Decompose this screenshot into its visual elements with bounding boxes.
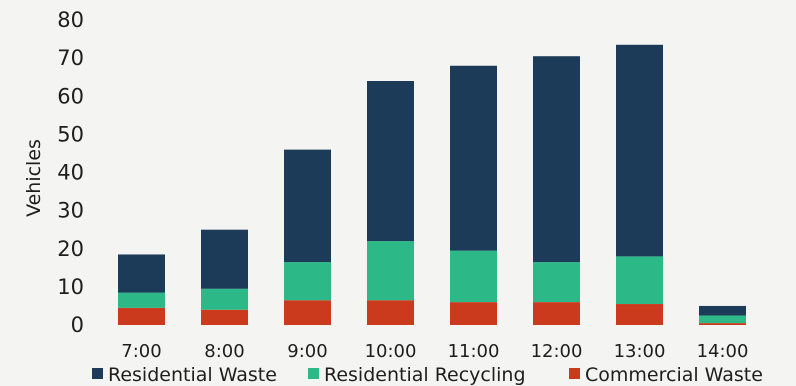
x-tick-label-11-00: 11:00 <box>448 341 500 362</box>
bar-commercial-waste-7-00 <box>118 307 165 325</box>
bar-commercial-waste-9-00 <box>284 300 331 325</box>
bar-residential-recycling-11-00 <box>450 250 497 303</box>
x-tick-label-10-00: 10:00 <box>365 341 417 362</box>
legend-swatch-residential-recycling <box>308 368 319 379</box>
bar-residential-recycling-9-00 <box>284 262 331 301</box>
x-axis: 7:00 8:00 9:00 10:00 11:00 12:00 13:00 14:00 <box>121 341 748 362</box>
legend-swatch-commercial-waste <box>569 368 580 379</box>
legend-label-residential-recycling: Residential Recycling <box>324 364 526 386</box>
bar-commercial-waste-12-00 <box>533 302 580 325</box>
x-tick-label-7-00: 7:00 <box>121 341 161 362</box>
bar-residential-recycling-13-00 <box>616 256 663 305</box>
x-tick-label-9-00: 9:00 <box>287 341 327 362</box>
bar-residential-recycling-8-00 <box>201 288 248 310</box>
x-tick-label-13-00: 13:00 <box>614 341 666 362</box>
bar-residential-waste-8-00 <box>201 229 248 289</box>
bar-residential-waste-13-00 <box>616 44 663 257</box>
legend-swatch-residential-waste <box>92 368 103 379</box>
bar-residential-recycling-14-00 <box>699 315 746 324</box>
y-tick-label-10: 10 <box>57 275 84 299</box>
bar-residential-recycling-7-00 <box>118 292 165 308</box>
y-tick-label-80: 80 <box>57 8 84 32</box>
legend: Residential Waste Residential Recycling Co… <box>92 364 763 386</box>
bar-commercial-waste-8-00 <box>201 309 248 325</box>
y-tick-label-70: 70 <box>57 46 84 70</box>
y-tick-label-30: 30 <box>57 199 84 223</box>
bar-commercial-waste-11-00 <box>450 302 497 325</box>
y-tick-label-50: 50 <box>57 122 84 146</box>
bar-commercial-waste-10-00 <box>367 300 414 325</box>
x-tick-label-8-00: 8:00 <box>204 341 244 362</box>
y-tick-label-60: 60 <box>57 84 84 108</box>
bar-residential-waste-10-00 <box>367 81 414 242</box>
bars <box>118 44 746 325</box>
y-tick-label-40: 40 <box>57 161 84 185</box>
x-tick-label-12-00: 12:00 <box>531 341 583 362</box>
x-tick-label-14-00: 14:00 <box>697 341 749 362</box>
bar-residential-waste-11-00 <box>450 65 497 251</box>
bar-residential-waste-14-00 <box>699 305 746 316</box>
bar-commercial-waste-13-00 <box>616 304 663 325</box>
y-axis-title: Vehicles <box>23 139 45 217</box>
bar-residential-recycling-10-00 <box>367 241 414 301</box>
bar-residential-waste-9-00 <box>284 149 331 263</box>
bar-residential-recycling-12-00 <box>533 262 580 303</box>
legend-label-commercial-waste: Commercial Waste <box>585 364 763 386</box>
bar-commercial-waste-14-00 <box>699 323 746 325</box>
bar-residential-waste-12-00 <box>533 56 580 263</box>
bar-residential-waste-7-00 <box>118 254 165 293</box>
y-tick-label-0: 0 <box>71 313 84 337</box>
legend-label-residential-waste: Residential Waste <box>108 364 277 386</box>
y-tick-label-20: 20 <box>57 237 84 261</box>
y-axis: 0 10 20 30 40 50 60 70 80 <box>57 8 84 337</box>
